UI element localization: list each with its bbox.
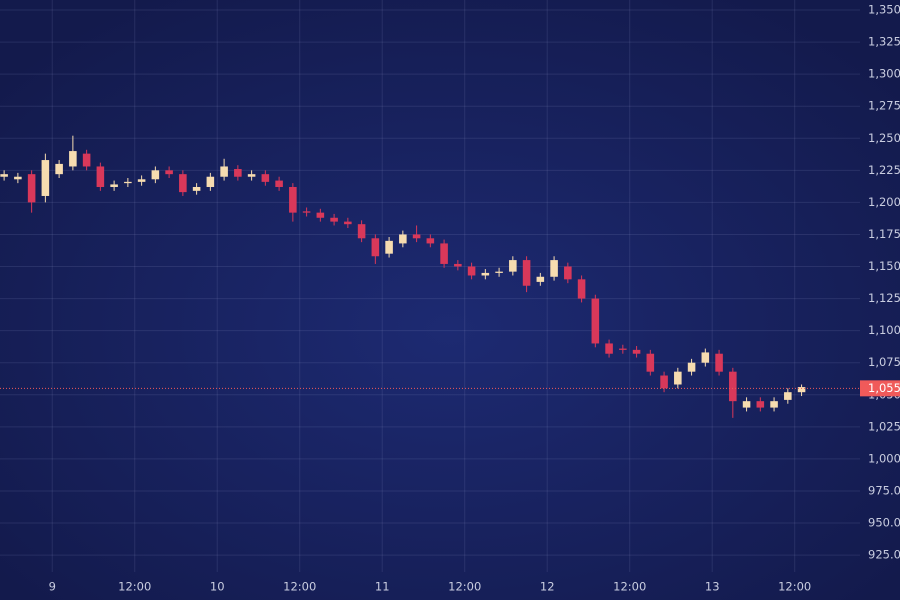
y-tick-label: 950.0 <box>868 516 900 530</box>
candle-body <box>165 170 173 175</box>
candle-body <box>247 174 256 177</box>
candle-body <box>385 240 393 254</box>
candle-body <box>206 176 215 187</box>
candle-body <box>96 166 105 187</box>
candle-body <box>660 375 668 389</box>
candle-body <box>729 371 737 402</box>
candle-body <box>797 387 806 393</box>
candle-body <box>344 221 352 225</box>
candle-body <box>179 174 187 193</box>
y-tick-label: 1,200.0 <box>868 195 900 209</box>
candle-body <box>137 179 146 182</box>
y-tick-label: 1,350.0 <box>868 3 900 17</box>
candle-body <box>536 276 545 282</box>
x-tick-label: 11 <box>375 580 390 594</box>
candle-body <box>220 166 228 177</box>
candle-body <box>440 243 448 264</box>
candle-body <box>756 401 765 408</box>
x-tick-label: 12:00 <box>283 580 316 594</box>
candle-body <box>302 211 311 213</box>
x-tick-label: 10 <box>210 580 225 594</box>
plot <box>0 135 860 418</box>
candle-body <box>742 401 751 408</box>
candle-body <box>454 263 462 267</box>
candle-body <box>426 238 435 244</box>
candle-body <box>715 353 723 372</box>
candle-body <box>687 362 696 372</box>
candle-body <box>151 170 160 180</box>
candle-body <box>261 174 270 182</box>
last-price-label: 1,055.0 <box>868 381 900 395</box>
candle-body <box>522 260 531 286</box>
y-tick-label: 925.0 <box>868 548 900 562</box>
candle-body <box>41 160 50 196</box>
y-tick-label: 1,075.0 <box>868 355 900 369</box>
candle-body <box>27 174 36 203</box>
candle-body <box>632 349 641 354</box>
y-tick-label: 1,275.0 <box>868 99 900 113</box>
candle-body <box>467 266 476 276</box>
y-tick-label: 1,175.0 <box>868 227 900 241</box>
candle-body <box>619 348 627 350</box>
candle-body <box>357 224 366 239</box>
last-price-tag <box>860 380 900 397</box>
y-tick-label: 1,000.0 <box>868 451 900 465</box>
candle-body <box>330 217 338 222</box>
candle-body <box>110 184 118 187</box>
candle-body <box>674 371 682 385</box>
candle-body <box>701 352 710 363</box>
candle-body <box>69 151 77 167</box>
y-tick-label: 1,100.0 <box>868 323 900 337</box>
candle-body <box>234 169 242 177</box>
candle-body <box>770 401 778 408</box>
y-tick-label: 975.0 <box>868 483 900 497</box>
x-tick-label: 12:00 <box>448 580 481 594</box>
candle-body <box>646 353 655 372</box>
candle-body <box>577 279 586 299</box>
candle-body <box>412 234 421 239</box>
candle-body <box>192 186 201 191</box>
candle-body <box>481 272 490 276</box>
candle-body <box>550 260 558 277</box>
x-tick-label: 12:00 <box>778 580 811 594</box>
candle-body <box>0 174 8 177</box>
axes: 925.0950.0975.01,000.01,025.01,050.01,07… <box>49 3 900 594</box>
y-tick-label: 1,250.0 <box>868 131 900 145</box>
candle-body <box>316 212 325 218</box>
candle-body <box>124 181 132 184</box>
candle-body <box>784 392 792 400</box>
candle-body <box>591 298 600 344</box>
candle-body <box>605 343 613 354</box>
y-tick-label: 1,150.0 <box>868 259 900 273</box>
candle-body <box>289 186 297 213</box>
candle-body <box>14 176 22 180</box>
x-tick-label: 13 <box>705 580 720 594</box>
y-tick-label: 1,325.0 <box>868 35 900 49</box>
candle-body <box>399 234 407 244</box>
candle-body <box>564 266 572 280</box>
x-tick-label: 12 <box>540 580 555 594</box>
y-tick-label: 1,025.0 <box>868 419 900 433</box>
y-tick-label: 1,300.0 <box>868 67 900 81</box>
candle-body <box>82 153 91 167</box>
candle-body <box>55 163 63 175</box>
candle-body <box>275 180 283 187</box>
candle-body <box>371 238 380 257</box>
candle-body <box>509 260 517 272</box>
candle-body <box>495 271 503 273</box>
x-tick-label: 12:00 <box>613 580 646 594</box>
y-tick-label: 1,125.0 <box>868 291 900 305</box>
y-tick-label: 1,225.0 <box>868 163 900 177</box>
x-tick-label: 12:00 <box>118 580 151 594</box>
x-tick-label: 9 <box>49 580 56 594</box>
